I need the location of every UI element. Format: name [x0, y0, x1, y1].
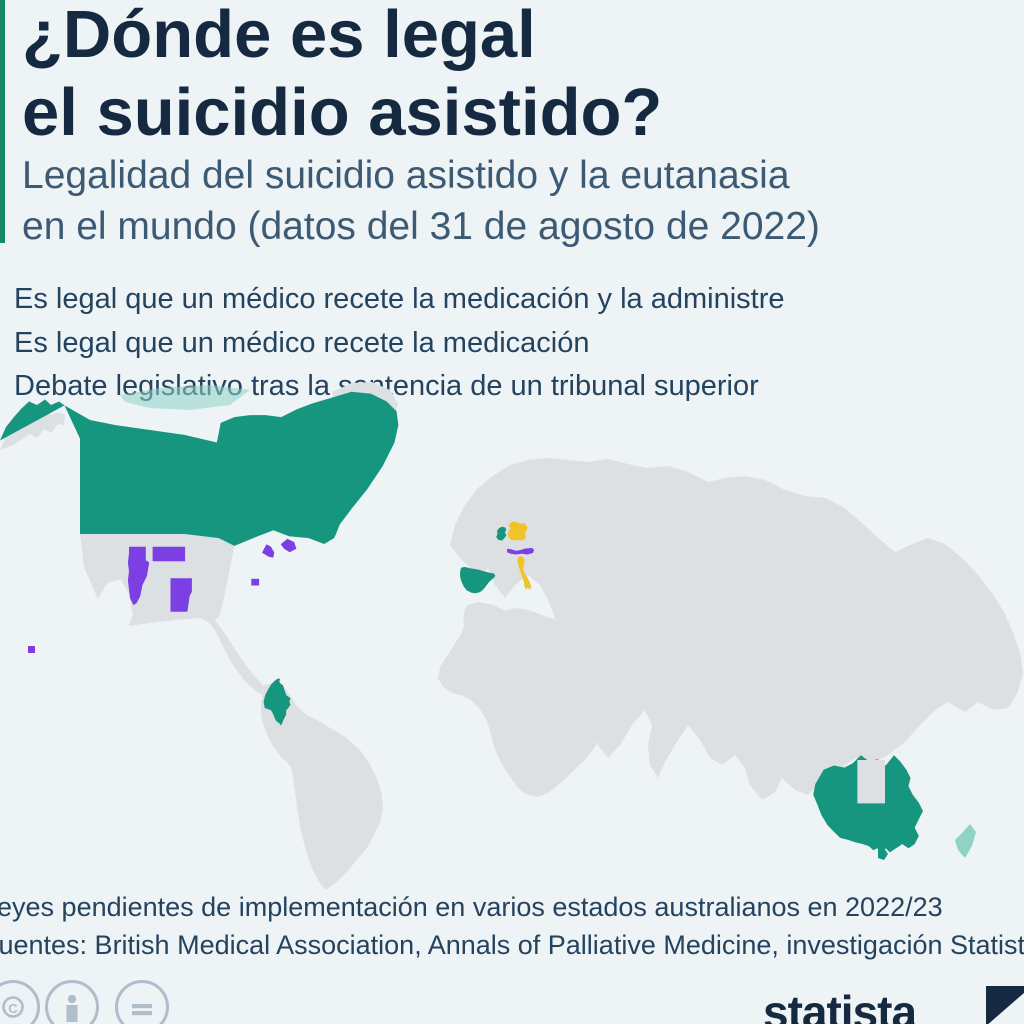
svg-text:C: C [8, 1001, 18, 1016]
